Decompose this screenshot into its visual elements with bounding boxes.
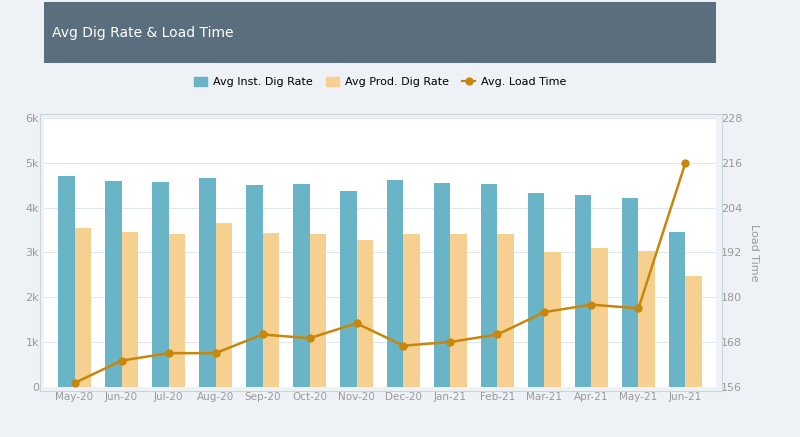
Bar <box>152 182 169 387</box>
Bar <box>498 233 514 387</box>
Bar <box>450 234 467 387</box>
Bar <box>622 198 638 387</box>
Bar <box>215 223 233 387</box>
Text: Avg Dig Rate & Load Time: Avg Dig Rate & Load Time <box>52 26 234 40</box>
Bar <box>262 233 279 387</box>
Bar <box>403 233 421 387</box>
Bar <box>198 178 215 387</box>
Bar <box>434 183 450 387</box>
Bar <box>386 180 403 387</box>
Legend: Avg Inst. Dig Rate, Avg Prod. Dig Rate, Avg. Load Time: Avg Inst. Dig Rate, Avg Prod. Dig Rate, … <box>194 77 566 87</box>
Bar <box>58 176 74 387</box>
Y-axis label: Load Time: Load Time <box>749 224 759 281</box>
Bar <box>169 234 186 387</box>
Bar <box>591 248 608 387</box>
Bar <box>669 232 686 387</box>
Bar <box>357 240 374 387</box>
Bar <box>246 185 262 387</box>
Bar <box>481 184 498 387</box>
Bar <box>74 228 91 387</box>
Bar <box>638 251 655 387</box>
Bar <box>686 276 702 387</box>
Bar <box>122 232 138 387</box>
Bar <box>527 193 545 387</box>
Bar <box>339 191 357 387</box>
Bar <box>293 184 310 387</box>
Bar <box>310 233 326 387</box>
Bar <box>545 252 562 387</box>
Bar <box>574 195 591 387</box>
Bar <box>105 181 122 387</box>
